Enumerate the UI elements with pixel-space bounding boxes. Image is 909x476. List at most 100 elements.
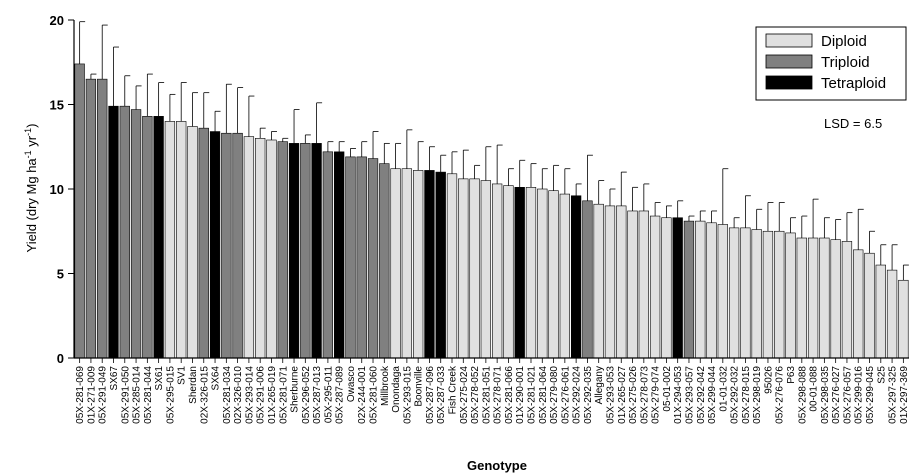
x-tick-label: 05X-279-074 [651,366,662,424]
x-tick-label: 05X-293-057 [684,366,695,424]
bar [514,187,525,359]
error-bars [79,21,909,281]
bar [130,109,142,359]
bar [198,127,209,359]
x-tick-label: 05X-295-015 [165,366,176,424]
x-tick-label: 02X-244-001 [357,366,368,424]
bar [108,105,119,359]
bar [243,136,255,359]
y-tick-label: 10 [50,182,64,197]
bar [221,132,232,359]
bar [604,205,616,359]
bar [638,210,649,359]
bar [649,215,661,359]
y-axis-title: Yield (dry Mg ha-1 yr-1) [23,124,39,253]
bar [717,224,728,359]
x-tick-label: S25 [876,366,887,384]
x-tick-label: 05X-293-015 [402,366,413,424]
x-tick-label: 01X-271-009 [86,366,97,424]
legend-swatch-tetraploid [765,75,813,90]
bar [435,171,446,359]
x-tick-label: 05-01-002 [662,366,673,412]
x-tick-label: 05X-299-045 [865,366,876,424]
x-tick-label: 05X-293-053 [605,366,616,424]
x-tick-label: 05X-278-052 [470,366,481,424]
bar [491,183,503,359]
bar [548,190,559,359]
bar [627,210,638,359]
x-tick-label: 05X-298-035 [820,366,831,424]
bar [807,237,819,359]
x-tick-label: SX64 [211,366,222,391]
bar [85,78,97,359]
bar [661,217,672,359]
bar [819,237,830,359]
bar [785,232,796,359]
x-tick-label: 05X-281-060 [369,366,380,424]
x-tick-label: 05X-281-071 [278,366,289,424]
x-tick-label: 05X-299-044 [707,366,718,424]
bar [412,170,424,359]
bar [582,200,593,359]
bar [751,229,762,359]
x-tick-label: Onondaga [391,366,402,413]
x-axis-title: Genotype [467,458,527,473]
bar [480,180,492,359]
bar [570,195,582,359]
bar [164,121,176,359]
bar [875,264,886,359]
bar [311,143,322,359]
x-tick-label: 05X-292-032 [730,366,741,424]
bar [356,156,367,359]
bar [740,227,751,359]
bar [706,222,717,359]
x-tick-label: 02X-326-010 [233,366,244,424]
x-tick-label: 05X-278-015 [741,366,752,424]
x-tick-label: 05X-299-016 [854,366,865,424]
bar [503,185,514,359]
x-tick-label: Boonville [414,366,425,407]
y-axis-ticks: 0 5 10 15 20 [50,13,74,366]
bar [176,121,187,359]
bar [458,178,469,359]
x-tick-label: 05X-291-006 [256,366,267,424]
x-tick-label: 05X-293-014 [244,366,255,424]
bar [97,78,108,359]
bar [446,173,458,359]
bar [683,220,695,359]
bar [300,143,311,359]
bar [209,131,221,359]
bar [345,156,356,359]
x-tick-label: 01X-297-369 [899,366,909,424]
x-tick-label: 05X-298-019 [752,366,763,424]
bar [266,139,277,359]
y-tick-label: 20 [50,13,64,28]
x-tick-label: Millbrook [380,365,391,406]
x-tick-label: 05X-292-042 [696,366,707,424]
bar [469,178,480,359]
legend-swatch-triploid [765,54,813,69]
bar [401,168,413,359]
x-tick-label: 05X-287-096 [425,366,436,424]
x-tick-label: SV1 [177,366,188,385]
x-tick-label: 05X-281-034 [222,366,233,424]
bar [367,158,379,359]
x-tick-label: 05X-298-088 [797,366,808,424]
bar [774,230,785,359]
legend-swatch-diploid [765,33,813,48]
x-tick-label: 05X-281-021 [526,366,537,424]
bar [830,239,841,359]
x-tick-label: 05X-297-325 [888,366,899,424]
bar [672,217,683,359]
bar [537,188,548,359]
bar [153,116,164,359]
bar [886,269,898,359]
x-tick-label: 05X-275-026 [628,366,639,424]
x-tick-label: 05X-281-064 [538,366,549,424]
bar [424,170,435,359]
x-tick-label: Sherdan [188,366,199,404]
bar [525,187,537,359]
x-tick-label: 05X-275-024 [459,366,470,424]
x-tick-label: 05X-287-033 [436,366,447,424]
